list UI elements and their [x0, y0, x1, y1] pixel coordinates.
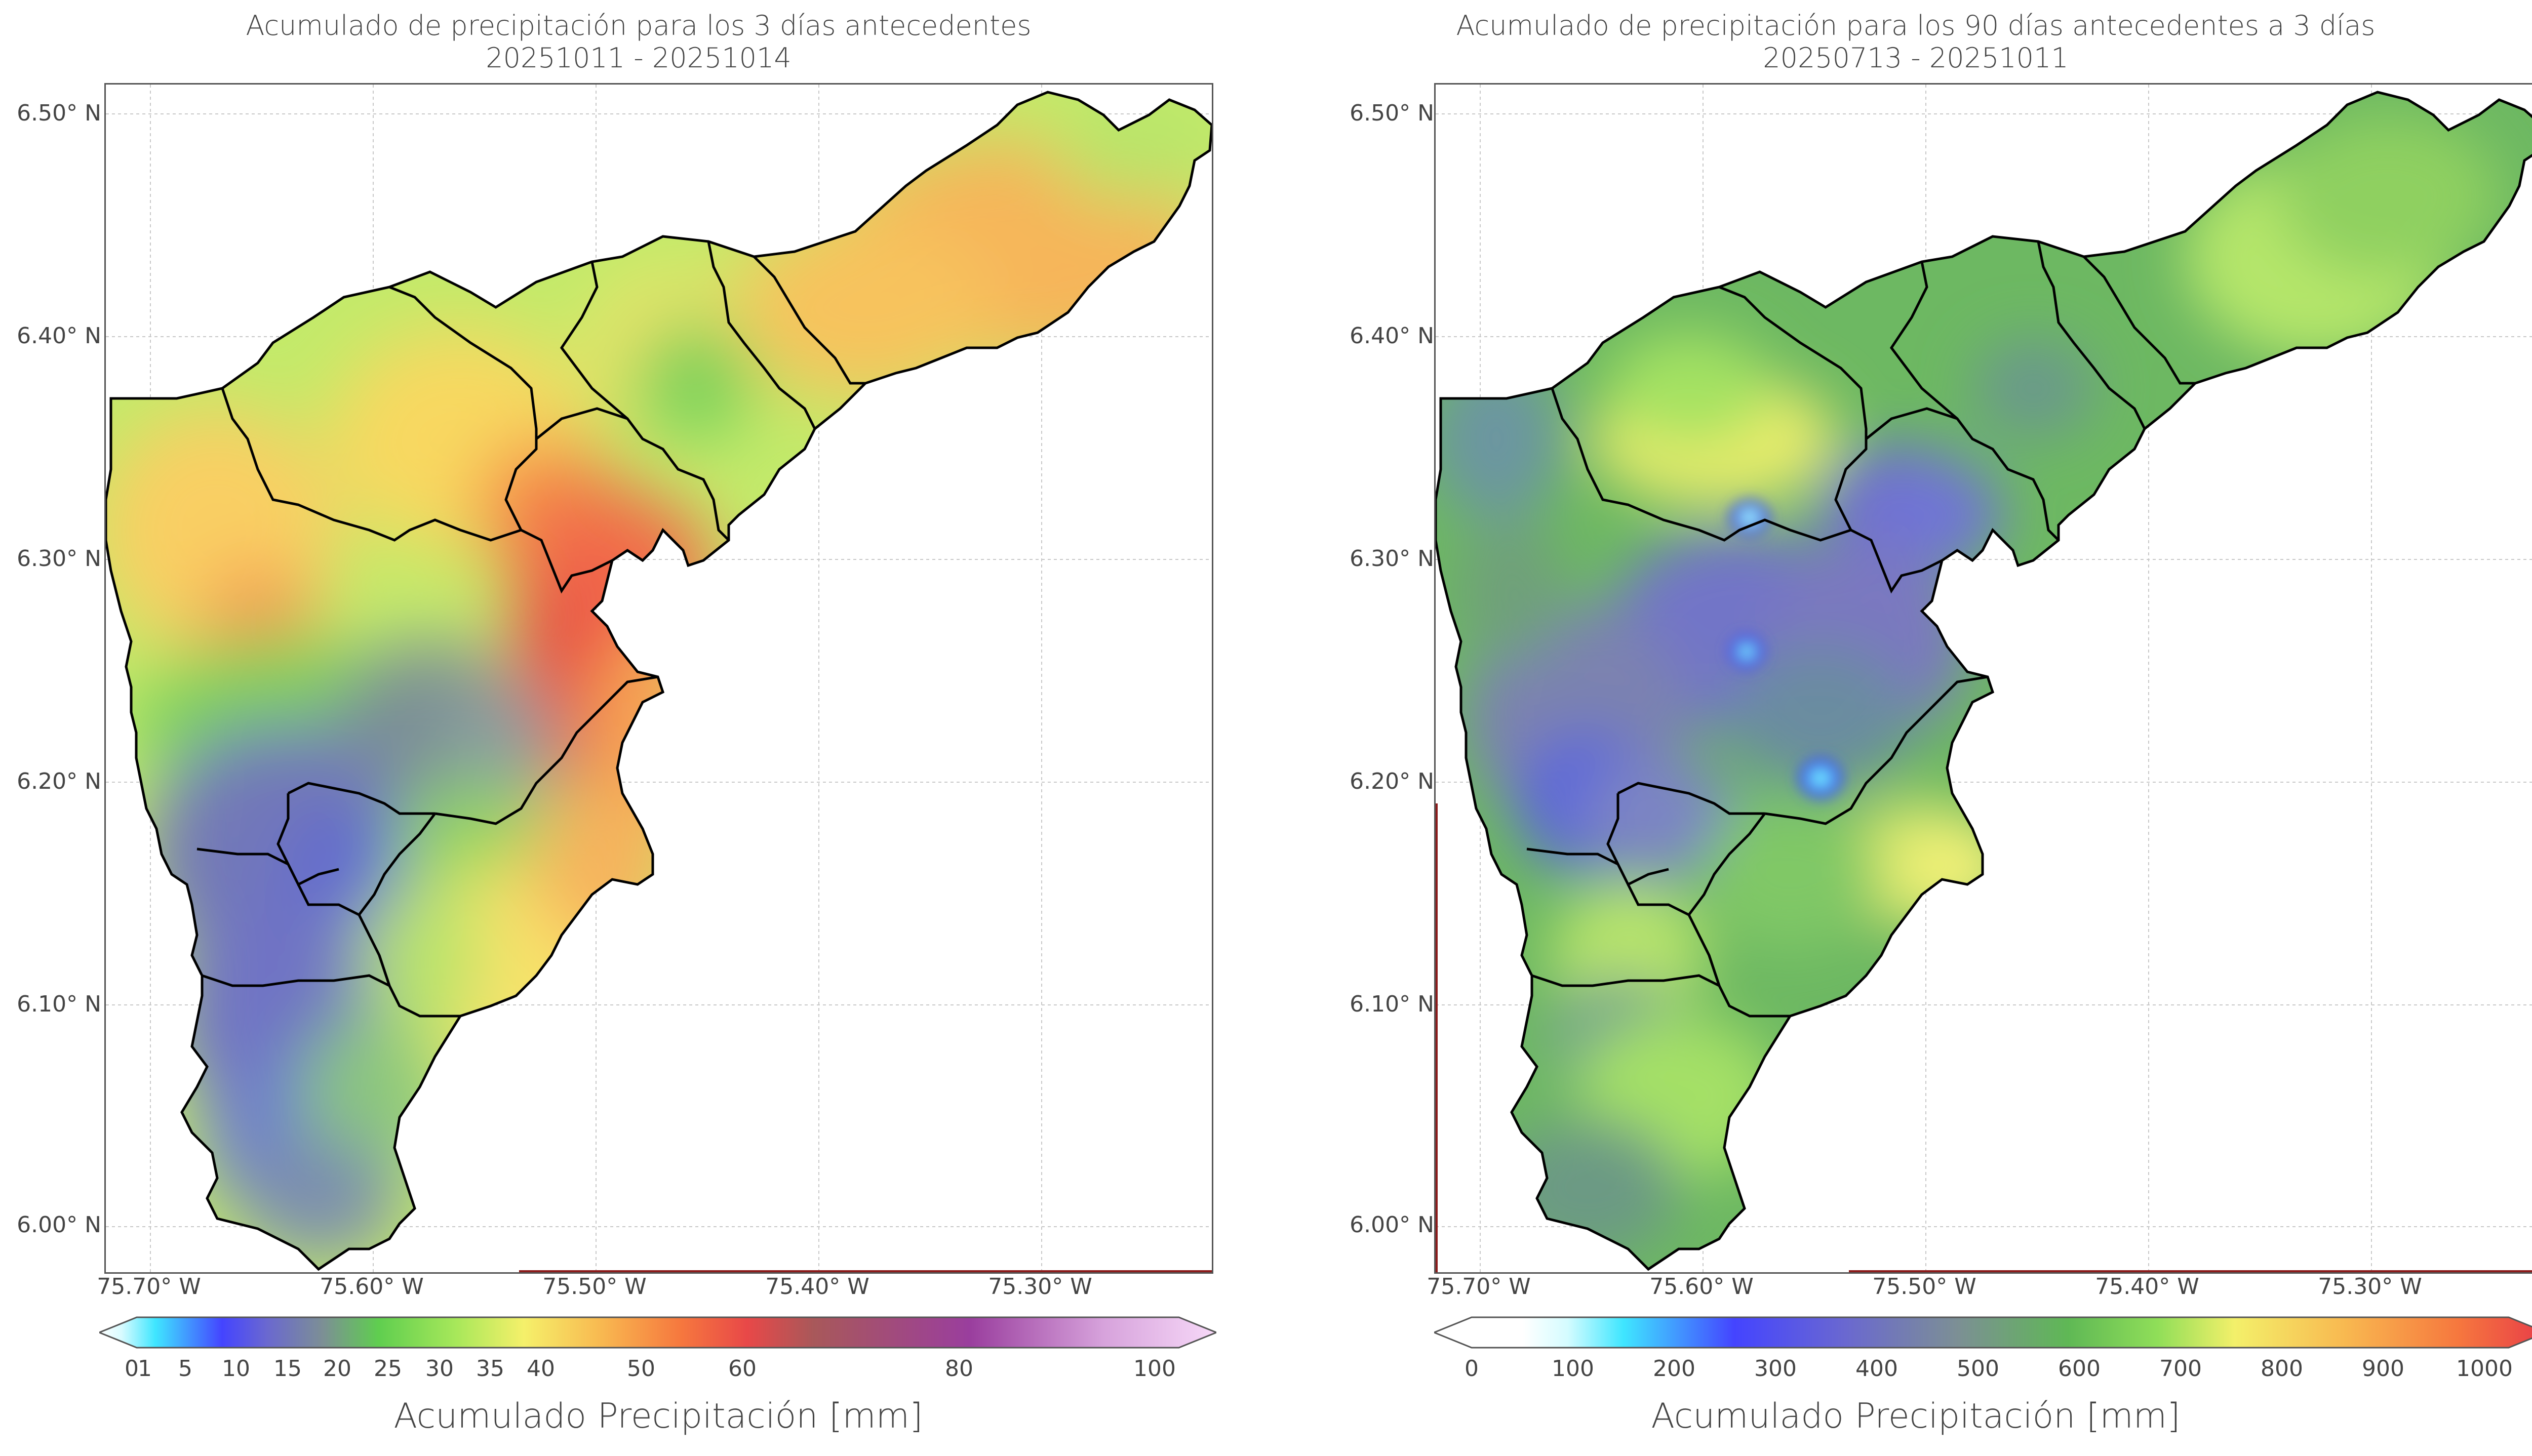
left-colorbar-tick: 0: [125, 1356, 139, 1382]
right-colorbar-tick: 700: [2159, 1356, 2202, 1382]
left-x-tick: 75.60° W: [320, 1274, 424, 1300]
right-colorbar-label: Acumulado Precipitación [mm]: [1651, 1396, 2181, 1436]
right-x-tick: 75.30° W: [2318, 1274, 2422, 1300]
left-municipal-boundaries: [196, 241, 865, 1018]
left-colorbar-tick: 50: [627, 1356, 655, 1382]
left-colorbar-tick: 15: [273, 1356, 302, 1382]
left-x-tick: 75.50° W: [542, 1274, 647, 1300]
left-map-panel: Acumulado de precipitación para los 3 dí…: [17, 10, 1216, 1436]
left-map-title: Acumulado de precipitación para los 3 dí…: [246, 10, 1032, 42]
left-colorbar-label: Acumulado Precipitación [mm]: [393, 1396, 923, 1436]
right-colorbar-tick: 300: [1754, 1356, 1797, 1382]
left-colorbar-tick: 100: [1133, 1356, 1176, 1382]
right-map-title: Acumulado de precipitación para los 90 d…: [1456, 10, 2376, 42]
right-colorbar-tick: 900: [2362, 1356, 2404, 1382]
right-colorbar-tick: 0: [1465, 1356, 1479, 1382]
left-map-svg: [106, 85, 1212, 1272]
right-y-tick: 6.10° N: [1350, 991, 1434, 1017]
left-colorbar-tick: 30: [425, 1356, 454, 1382]
left-colorbar-tick: 25: [374, 1356, 402, 1382]
right-y-tick: 6.20° N: [1350, 769, 1434, 794]
left-colorbar-tick: 1: [138, 1356, 152, 1382]
left-y-tick: 6.10° N: [17, 991, 101, 1017]
right-y-tick: 6.30° N: [1350, 546, 1434, 572]
left-x-tick: 75.30° W: [988, 1274, 1092, 1300]
left-y-tick: 6.20° N: [17, 769, 101, 794]
left-colorbar-tick: 80: [945, 1356, 973, 1382]
right-y-tick: 6.50° N: [1350, 100, 1434, 126]
right-colorbar: [1434, 1316, 2532, 1349]
right-y-tick: 6.00° N: [1350, 1212, 1434, 1238]
left-y-tick: 6.40° N: [17, 323, 101, 349]
right-y-tick: 6.40° N: [1350, 323, 1434, 349]
left-map-plot: [104, 83, 1213, 1274]
left-y-tick: 6.30° N: [17, 546, 101, 572]
right-map-date-range: 20250713 - 20251011: [1763, 42, 2069, 74]
right-map-panel: Acumulado de precipitación para los 90 d…: [1277, 0, 2532, 1456]
left-colorbar-tick: 60: [728, 1356, 757, 1382]
right-colorbar-tick: 100: [1552, 1356, 1594, 1382]
right-x-tick: 75.60° W: [1649, 1274, 1754, 1300]
right-x-tick: 75.70° W: [1427, 1274, 1531, 1300]
left-colorbar-tick: 35: [476, 1356, 504, 1382]
right-colorbar-tick: 500: [1957, 1356, 1999, 1382]
left-x-tick: 75.40° W: [765, 1274, 869, 1300]
right-colorbar-tick: 200: [1653, 1356, 1695, 1382]
right-x-tick: 75.40° W: [2095, 1274, 2199, 1300]
left-y-tick: 6.50° N: [17, 100, 101, 126]
left-colorbar-tick: 5: [178, 1356, 192, 1382]
right-colorbar-tick: 400: [1855, 1356, 1898, 1382]
left-colorbar-tick: 10: [222, 1356, 250, 1382]
left-colorbar: [99, 1316, 1216, 1349]
left-colorbar-tick: 20: [323, 1356, 351, 1382]
left-colorbar-tick: 40: [527, 1356, 555, 1382]
right-map-svg: [1436, 85, 2532, 1272]
right-colorbar-tick: 600: [2058, 1356, 2101, 1382]
left-map-date-range: 20251011 - 20251014: [486, 42, 792, 74]
left-y-tick: 6.00° N: [17, 1212, 101, 1238]
left-x-tick: 75.70° W: [97, 1274, 201, 1300]
right-x-tick: 75.50° W: [1872, 1274, 1976, 1300]
right-colorbar-tick: 800: [2261, 1356, 2303, 1382]
right-map-plot: [1434, 83, 2532, 1274]
right-municipal-boundaries: [1526, 241, 2195, 1018]
right-colorbar-tick: 1000: [2456, 1356, 2513, 1382]
